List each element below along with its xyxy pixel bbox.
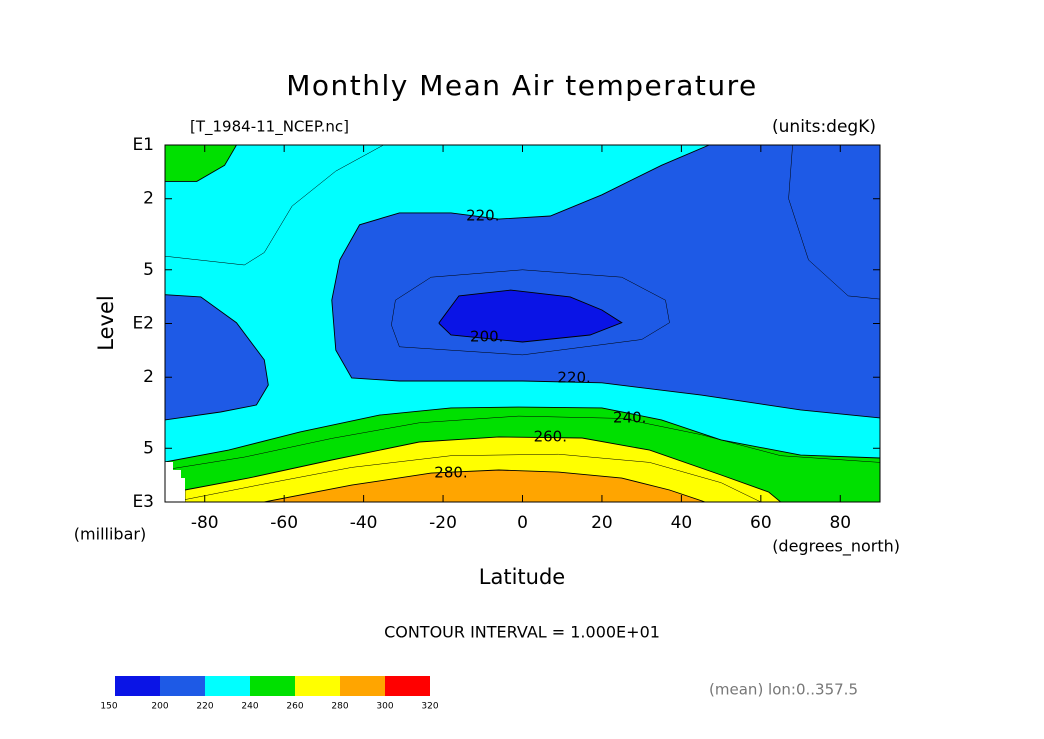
y-tick-label: E2 [132, 314, 154, 334]
colorbar-segment [295, 676, 340, 696]
contour-label: 260. [534, 427, 567, 445]
source-label: [T_1984-11_NCEP.nc] [190, 118, 349, 137]
contour-label: 220. [466, 207, 499, 225]
colorbar-segment [385, 676, 430, 696]
plot-area: 220. 200. 220. 240. 260. 280. [165, 145, 880, 502]
contour-line [172, 453, 761, 502]
units-label: (units:degK) [772, 117, 876, 137]
contour-line [165, 415, 880, 471]
y-tick-label: 5 [143, 438, 154, 458]
colorbar-segment [160, 676, 205, 696]
contour-line [788, 145, 880, 300]
x-tick-label: -60 [270, 513, 298, 533]
x-unit: (degrees_north) [772, 537, 900, 557]
colorbar-label: 280 [331, 702, 348, 712]
x-axis-title: Latitude [479, 565, 565, 589]
y-tick-label: 2 [143, 367, 154, 387]
y-tick-label: 2 [143, 189, 154, 209]
contour-region [165, 294, 269, 421]
y-tick-label: E1 [132, 135, 154, 155]
colorbar-label: 200 [151, 702, 168, 712]
contour-region [331, 145, 880, 419]
missing-data [165, 462, 185, 502]
contour-interval: CONTOUR INTERVAL = 1.000E+01 [384, 623, 660, 642]
y-unit: (millibar) [74, 525, 146, 544]
footnote: (mean) lon:0..357.5 [709, 681, 858, 699]
contour-label: 280. [434, 464, 467, 482]
x-tick-label: 80 [829, 513, 851, 533]
x-tick-label: 60 [750, 513, 772, 533]
colorbar-segment [205, 676, 250, 696]
colorbar-label: 260 [286, 702, 303, 712]
colorbar-segment [340, 676, 385, 696]
colorbar-label: 220 [196, 702, 213, 712]
x-tick-label: 40 [671, 513, 693, 533]
x-tick-label: -40 [350, 513, 378, 533]
contour-label: 240. [613, 408, 646, 426]
contour-label: 200. [470, 327, 503, 345]
y-tick-label: 5 [143, 260, 154, 280]
colorbar-label: 300 [376, 702, 393, 712]
chart-title: Monthly Mean Air temperature [286, 69, 758, 102]
x-tick-label: 0 [517, 513, 528, 533]
x-tick-label: -80 [191, 513, 219, 533]
colorbar-label: 150 [100, 702, 117, 712]
colorbar-label: 320 [421, 702, 438, 712]
contour-region [438, 289, 623, 343]
contour-line [391, 269, 670, 356]
y-axis-title: Level [94, 295, 118, 350]
contour-label: 220. [557, 369, 590, 387]
colorbar-segment [115, 676, 160, 696]
colorbar-segment [250, 676, 295, 696]
contour-region [165, 145, 238, 182]
y-tick-label: E3 [132, 492, 154, 512]
x-tick-label: 20 [591, 513, 613, 533]
x-tick-label: -20 [429, 513, 457, 533]
contour-region [264, 469, 706, 502]
colorbar-label: 240 [241, 702, 258, 712]
contour-line [165, 145, 384, 266]
